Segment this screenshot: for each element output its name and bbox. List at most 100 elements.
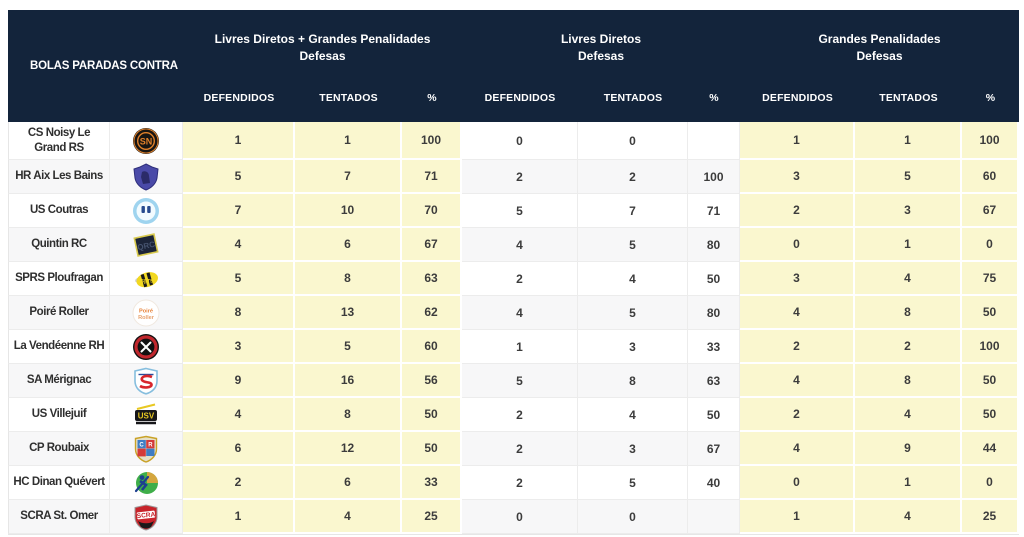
stat-ld_gp-ten: 7 (295, 160, 402, 194)
table-row: Poiré Roller Poiré Roller 8 13 62 4 5 80 4 8 50 (8, 296, 1019, 330)
stat-ld_gp-pct: 25 (402, 500, 462, 534)
table-row: SCRA St. Omer SCRA 1 4 25 0 0 1 4 25 (8, 500, 1019, 534)
team-name: HC Dinan Quévert (8, 466, 110, 500)
coutras-badge-icon (132, 197, 160, 225)
stat-ld-ten: 0 (578, 500, 688, 534)
stat-ld_gp-pct: 63 (402, 262, 462, 296)
stat-ld-ten: 5 (578, 228, 688, 262)
stat-gp-pct: 100 (962, 122, 1019, 160)
stat-ld_gp-pct: 50 (402, 432, 462, 466)
svg-text:sprs: sprs (141, 278, 154, 284)
stat-ld_gp-def: 2 (183, 466, 295, 500)
stat-gp-ten: 4 (855, 500, 962, 534)
svg-text:Roller: Roller (138, 314, 155, 320)
col-header-defendidos: DEFENDIDOS (762, 92, 833, 104)
group-title-line2: Defesas (856, 48, 903, 63)
col-header-defendidos: DEFENDIDOS (484, 92, 556, 104)
table-header: BOLAS PARADAS CONTRA Livres Diretos + Gr… (8, 10, 1019, 122)
stat-gp-def: 4 (740, 432, 855, 466)
stat-ld_gp-def: 6 (183, 432, 295, 466)
stat-gp-ten: 1 (855, 466, 962, 500)
stat-gp-def: 2 (740, 194, 855, 228)
stat-gp-ten: 8 (855, 364, 962, 398)
table-row: CP Roubaix C R 6 12 50 2 3 67 4 9 44 (8, 432, 1019, 466)
dinan-quevert-badge-icon (132, 469, 160, 497)
stat-ld_gp-ten: 10 (295, 194, 402, 228)
table-row: CS Noisy Le Grand RS SN 1 1 100 0 0 1 1 100 (8, 122, 1019, 160)
stat-gp-def: 1 (740, 122, 855, 160)
stat-ld-pct: 33 (688, 330, 740, 364)
stat-gp-def: 2 (740, 398, 855, 432)
stat-gp-ten: 1 (855, 122, 962, 160)
group-title-line1: Livres Diretos + Grandes Penalidades (214, 31, 431, 46)
stat-ld_gp-ten: 12 (295, 432, 402, 466)
stat-ld-pct: 71 (688, 194, 740, 228)
stat-ld-ten: 4 (578, 262, 688, 296)
poire-roller-badge-icon: Poiré Roller (132, 299, 160, 327)
stat-gp-pct: 50 (962, 296, 1019, 330)
stat-gp-pct: 60 (962, 160, 1019, 194)
stat-ld_gp-def: 5 (183, 160, 295, 194)
stat-ld_gp-def: 5 (183, 262, 295, 296)
group-title-ld: Livres Diretos Defesas (462, 10, 740, 74)
stat-ld-def: 2 (462, 398, 578, 432)
col-header-pct: % (985, 92, 996, 104)
stat-ld-pct: 50 (688, 262, 740, 296)
table-row: SA Mérignac 9 16 56 5 8 63 4 8 50 (8, 364, 1019, 398)
stat-ld_gp-ten: 13 (295, 296, 402, 330)
group-title-line1: Grandes Penalidades (818, 31, 941, 46)
vendeenne-badge-icon (132, 333, 160, 361)
stat-ld-def: 2 (462, 432, 578, 466)
stat-ld-pct: 80 (688, 296, 740, 330)
stat-ld_gp-def: 1 (183, 122, 295, 160)
team-name: US Coutras (8, 194, 110, 228)
quintin-badge-icon: QRC (132, 231, 160, 259)
stat-ld_gp-pct: 62 (402, 296, 462, 330)
stat-ld_gp-ten: 1 (295, 122, 402, 160)
stat-ld-def: 2 (462, 160, 578, 194)
stat-ld_gp-pct: 100 (402, 122, 462, 160)
stat-gp-def: 0 (740, 466, 855, 500)
stat-ld_gp-pct: 71 (402, 160, 462, 194)
stat-gp-pct: 67 (962, 194, 1019, 228)
stat-ld_gp-pct: 70 (402, 194, 462, 228)
stat-gp-def: 4 (740, 364, 855, 398)
stat-ld-def: 4 (462, 296, 578, 330)
group-title-ld-gp: Livres Diretos + Grandes Penalidades Def… (183, 10, 462, 74)
col-header-pct: % (427, 92, 437, 104)
svg-text:USV: USV (138, 411, 155, 420)
team-name: CP Roubaix (8, 432, 110, 466)
stat-ld_gp-ten: 5 (295, 330, 402, 364)
stat-gp-def: 3 (740, 262, 855, 296)
team-logo-cell (110, 194, 183, 228)
stat-ld-def: 4 (462, 228, 578, 262)
ploufragan-badge-icon: sprs (132, 265, 160, 293)
stat-gp-ten: 4 (855, 398, 962, 432)
svg-text:Poiré: Poiré (139, 308, 153, 314)
team-name: SCRA St. Omer (8, 500, 110, 534)
team-logo-cell: sprs (110, 262, 183, 296)
stat-gp-pct: 0 (962, 228, 1019, 262)
team-logo-cell (110, 330, 183, 364)
stat-ld-def: 2 (462, 466, 578, 500)
table-row: SPRS Ploufragan sprs 5 8 63 2 4 50 3 4 75 (8, 262, 1019, 296)
stat-ld_gp-def: 1 (183, 500, 295, 534)
col-header-tentados: TENTADOS (879, 92, 938, 104)
stat-ld-def: 5 (462, 194, 578, 228)
team-logo-cell (110, 466, 183, 500)
stat-gp-def: 4 (740, 296, 855, 330)
stat-ld_gp-ten: 6 (295, 466, 402, 500)
stat-ld-ten: 2 (578, 160, 688, 194)
stat-ld_gp-ten: 16 (295, 364, 402, 398)
stat-ld_gp-def: 4 (183, 228, 295, 262)
table-row: Quintin RC QRC 4 6 67 4 5 80 0 1 0 (8, 228, 1019, 262)
stat-ld-ten: 0 (578, 122, 688, 160)
group-title-line2: Defesas (577, 48, 625, 63)
table-row: HC Dinan Quévert 2 6 33 2 5 40 0 1 0 (8, 466, 1019, 500)
table-row: La Vendéenne RH 3 5 60 1 3 33 2 2 100 (8, 330, 1019, 364)
svg-text:C: C (139, 442, 144, 448)
stat-ld-pct (688, 122, 740, 160)
set-pieces-against-table: BOLAS PARADAS CONTRA Livres Diretos + Gr… (8, 10, 1019, 535)
